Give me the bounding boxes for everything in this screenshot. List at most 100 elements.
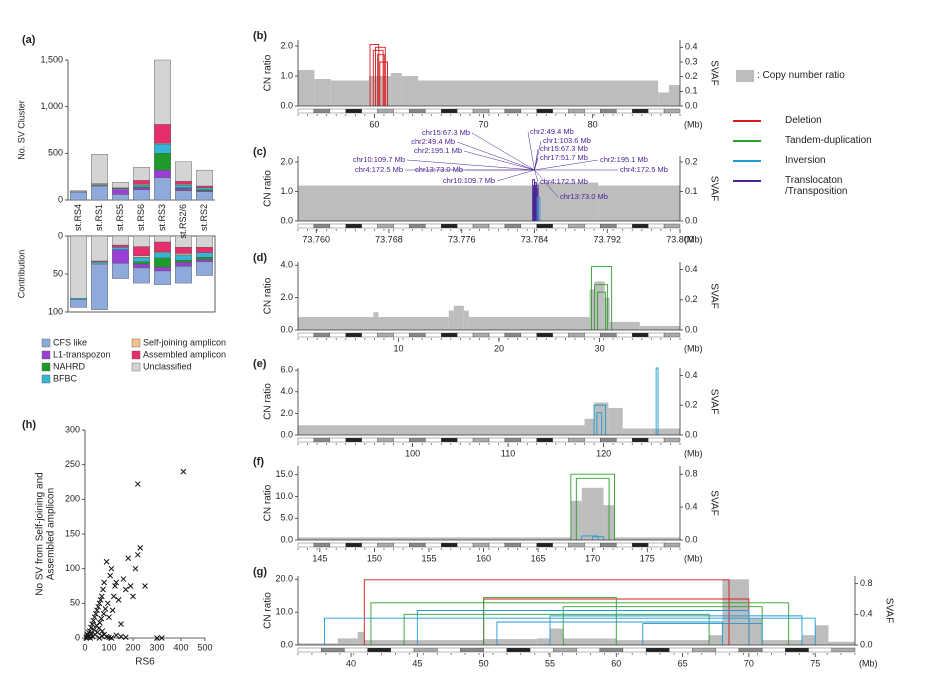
ideogram-band [529,647,554,653]
sv-link [549,615,803,645]
annotation: chr4:172.5 Mb [355,165,403,174]
ideogram-band [425,437,442,443]
bar-segment [175,161,192,182]
cn-segment [604,297,610,330]
y-tick-label: 0 [58,230,63,240]
point [112,583,118,589]
point [108,565,115,572]
bar-segment [175,181,192,185]
ideogram-band [715,647,740,653]
ideogram-band [669,647,693,653]
ideogram-band [377,332,394,338]
y-tick-label: 2.0 [280,292,293,302]
ideogram-band [552,332,569,338]
point [113,579,120,586]
bar-segment [154,124,171,144]
cn-segment [608,407,623,435]
annotation: chr1:103.6 Mb [543,136,591,145]
y2-tick-label: 0.0 [685,429,698,439]
ideogram-band [506,647,531,653]
legend-label: Unclassified [143,361,192,371]
ideogram-band [393,437,410,443]
annotation: chr15:67.3 Mb [422,128,470,137]
y-tick-label: 1.0 [280,70,293,80]
cn-segment [609,321,640,330]
bar-segment [133,187,150,190]
ideogram-band [663,332,681,338]
cn-segment [378,317,449,330]
bar-segment [154,153,171,171]
sv-link [591,266,613,330]
ideogram-band [808,647,832,653]
x-tick-label: 400 [173,642,188,652]
ideogram-band [616,437,633,443]
bar-segment [196,169,213,187]
y-tick-label: 2.0 [280,408,293,418]
ideogram-band [409,332,426,338]
sv-link [379,61,388,106]
x-tick-label: 165 [531,553,546,563]
contribution-segment [70,235,87,299]
ideogram-band [536,542,553,548]
contribution-segment [70,299,87,308]
y2-tick-label: 0.2 [685,71,698,81]
annotation: chr13:73.0 Mb [560,192,608,201]
cn-segment [534,182,599,221]
contribution-segment [196,235,213,248]
point [180,468,187,475]
y2-tick-label: 0.0 [685,534,698,544]
ideogram-band [504,542,522,548]
ideogram-band [831,647,856,653]
panel-label: (g) [253,566,267,578]
ideogram-band [632,437,649,443]
x-tick-label: 100 [405,448,420,458]
ideogram-band [313,542,331,548]
x-unit: (Mb) [684,119,703,129]
ideogram-band [409,542,426,548]
y2-axis-label: SVAF [708,176,719,201]
ideogram-band [568,437,585,443]
ideogram-band [520,542,537,548]
legend-label: Self-joining amplicon [143,337,226,347]
ideogram-band [553,647,577,653]
x-tick-label: 155 [421,553,436,563]
y2-tick-label: 0.4 [860,609,873,619]
point [94,607,100,614]
cn-segment [762,640,802,645]
ideogram-band [616,542,633,548]
ideogram-band [393,108,410,114]
ideogram-band [663,223,681,229]
y-tick-label: 5.0 [280,513,293,523]
point [100,610,107,617]
ideogram-band [472,223,490,229]
y-tick-label: 0.0 [280,215,293,225]
x-tick-label: 73.776 [448,234,476,244]
cn-segment [357,631,365,645]
sv-link [496,621,723,645]
ideogram-band [520,437,537,443]
y-tick-label: 50 [70,598,80,608]
ideogram-band [425,542,442,548]
ideogram-band [622,647,647,653]
bar-segment [154,169,171,178]
ideogram-band [663,542,681,548]
point [103,558,110,565]
legend-label: CFS like [53,337,87,347]
ideogram-band [377,437,394,443]
bar-segment [196,185,213,189]
y2-axis-label: SVAF [708,60,719,85]
y-tick-label: 1,000 [40,101,63,111]
y-tick-label: 0 [75,632,80,642]
legend-label: Assembled amplicon [143,349,226,359]
point [118,633,124,640]
y-tick-label: 500 [48,148,63,158]
point [137,545,144,551]
annotation: chr2:49.4 Mb [530,127,574,136]
y-tick-label: 10.0 [275,491,293,501]
sv-link [375,46,386,106]
ideogram-band [409,437,426,443]
y-tick-label: 0.0 [280,534,293,544]
annotation: chr10:109.7 Mb [443,176,495,185]
ideogram-band [313,108,331,114]
point [88,624,94,631]
